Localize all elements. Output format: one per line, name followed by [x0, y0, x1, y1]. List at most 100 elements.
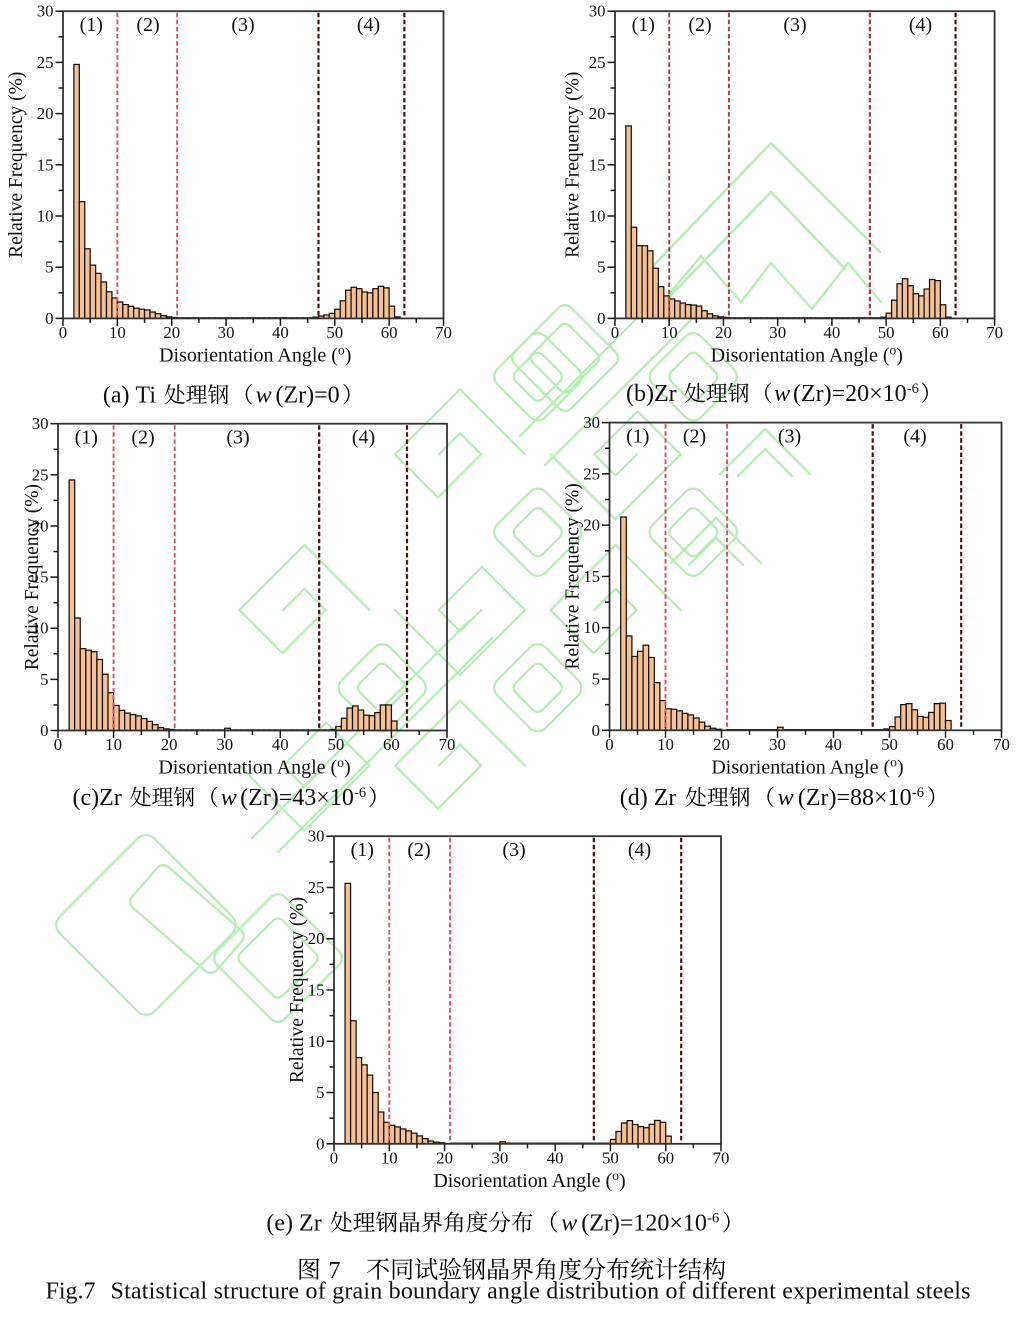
svg-text:70: 70	[439, 735, 456, 754]
svg-text:o: o	[337, 755, 344, 770]
svg-text:(4): (4)	[909, 14, 932, 36]
svg-text:Disorientation Angle (: Disorientation Angle (	[711, 756, 890, 778]
svg-text:w: w	[561, 1211, 577, 1237]
svg-text:70: 70	[986, 323, 1003, 342]
svg-text:15: 15	[583, 567, 600, 586]
svg-text:w: w	[774, 381, 790, 407]
svg-text:5: 5	[592, 670, 600, 689]
svg-text:(1): (1)	[75, 427, 98, 449]
svg-text:15: 15	[32, 568, 49, 587]
svg-text:10: 10	[32, 619, 49, 638]
svg-text:20: 20	[583, 516, 600, 535]
svg-text:(3): (3)	[226, 427, 249, 449]
svg-text:(Zr)=120×10: (Zr)=120×10	[581, 1211, 707, 1237]
svg-text:-6: -6	[907, 381, 919, 397]
svg-text:25: 25	[32, 465, 49, 484]
svg-text:20: 20	[161, 735, 178, 754]
svg-text:25: 25	[37, 53, 54, 72]
svg-text:(4): (4)	[903, 425, 926, 447]
svg-text:(1): (1)	[80, 14, 103, 36]
svg-text:70: 70	[993, 735, 1010, 754]
svg-text:25: 25	[589, 53, 606, 72]
svg-text:50: 50	[327, 735, 344, 754]
svg-text:30: 30	[769, 735, 786, 754]
svg-text:(c)Zr: (c)Zr	[73, 785, 128, 811]
svg-text:15: 15	[589, 155, 606, 174]
svg-text:7: 7	[329, 1258, 341, 1284]
svg-text:50: 50	[881, 735, 898, 754]
svg-text:10: 10	[37, 207, 54, 226]
svg-text:): )	[619, 1170, 626, 1192]
svg-text:0: 0	[45, 309, 53, 328]
svg-text:10: 10	[589, 207, 606, 226]
svg-text:60: 60	[937, 735, 954, 754]
svg-text:30: 30	[589, 2, 606, 21]
svg-text:0: 0	[59, 323, 67, 342]
svg-text:Disorientation Angle (: Disorientation Angle (	[159, 344, 338, 366]
svg-text:30: 30	[32, 414, 49, 433]
svg-text:70: 70	[713, 1148, 730, 1167]
svg-text:60: 60	[657, 1148, 674, 1167]
svg-text:(2): (2)	[136, 14, 159, 36]
svg-text:(b)Zr: (b)Zr	[626, 381, 683, 407]
svg-text:Relative Frequency (%): Relative Frequency (%)	[6, 72, 27, 258]
svg-text:20: 20	[589, 104, 606, 123]
svg-text:60: 60	[383, 735, 400, 754]
svg-text:50: 50	[878, 323, 895, 342]
svg-text:0: 0	[330, 1148, 338, 1167]
svg-text:w: w	[221, 785, 237, 811]
svg-text:(d) Zr: (d) Zr	[620, 785, 683, 811]
svg-text:20: 20	[308, 929, 325, 948]
svg-text:): )	[897, 756, 904, 778]
svg-text:): )	[344, 757, 351, 779]
svg-text:20: 20	[37, 104, 54, 123]
svg-text:25: 25	[308, 878, 325, 897]
svg-text:30: 30	[308, 827, 325, 846]
svg-text:60: 60	[932, 323, 949, 342]
svg-text:(Zr)=88×10: (Zr)=88×10	[798, 785, 912, 811]
svg-text:(Zr)=0: (Zr)=0	[275, 383, 339, 409]
svg-text:5: 5	[40, 670, 48, 689]
svg-text:10: 10	[657, 735, 674, 754]
svg-text:15: 15	[308, 981, 325, 1000]
svg-text:-6: -6	[354, 785, 366, 801]
svg-text:30: 30	[216, 735, 233, 754]
svg-text:30: 30	[769, 323, 786, 342]
svg-text:Relative Frequency (%): Relative Frequency (%)	[287, 897, 308, 1083]
svg-text:(4): (4)	[352, 427, 375, 449]
svg-text:5: 5	[597, 258, 605, 277]
svg-text:o: o	[890, 755, 897, 770]
svg-text:o: o	[338, 343, 345, 358]
svg-text:): )	[345, 344, 352, 366]
svg-text:(4): (4)	[628, 839, 651, 861]
svg-text:(2): (2)	[683, 425, 706, 447]
svg-text:40: 40	[272, 735, 289, 754]
svg-text:Fig.7: Fig.7	[46, 1279, 96, 1305]
svg-text:10: 10	[109, 323, 126, 342]
svg-text:(2): (2)	[688, 14, 711, 36]
svg-text:Relative Frequency (%): Relative Frequency (%)	[563, 72, 584, 258]
svg-text:Disorientation Angle (: Disorientation Angle (	[433, 1170, 612, 1192]
svg-text:o: o	[612, 1168, 619, 1183]
svg-text:40: 40	[272, 323, 289, 342]
svg-text:5: 5	[45, 258, 53, 277]
svg-text:10: 10	[308, 1032, 325, 1051]
svg-text:0: 0	[597, 309, 605, 328]
svg-text:50: 50	[326, 323, 343, 342]
svg-text:(1): (1)	[351, 839, 374, 861]
svg-text:30: 30	[583, 413, 600, 432]
svg-text:(3): (3)	[783, 14, 806, 36]
svg-text:10: 10	[105, 735, 122, 754]
svg-text:0: 0	[40, 721, 48, 740]
svg-text:30: 30	[218, 323, 235, 342]
svg-text:30: 30	[37, 2, 54, 21]
svg-text:20: 20	[713, 735, 730, 754]
svg-text:(e) Zr: (e) Zr	[266, 1211, 327, 1237]
svg-text:0: 0	[54, 735, 62, 754]
svg-text:Relative Frequency (%): Relative Frequency (%)	[22, 484, 43, 670]
svg-text:(3): (3)	[778, 425, 801, 447]
svg-text:(Zr)=20×10: (Zr)=20×10	[793, 381, 907, 407]
svg-text:10: 10	[381, 1148, 398, 1167]
svg-text:(1): (1)	[632, 14, 655, 36]
svg-text:15: 15	[37, 155, 54, 174]
